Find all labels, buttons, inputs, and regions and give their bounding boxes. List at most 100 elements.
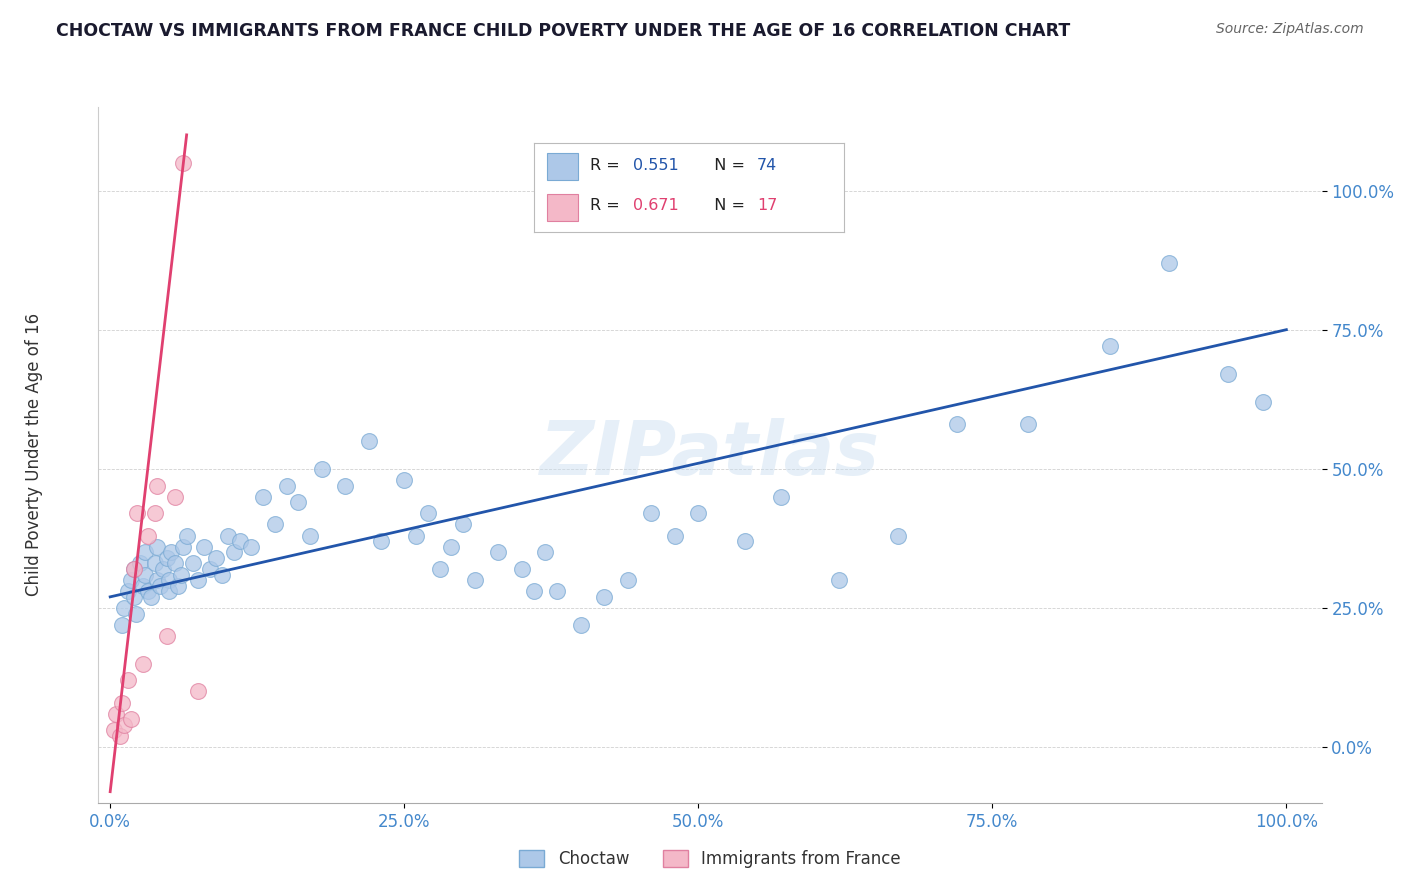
Point — [193, 540, 215, 554]
Legend: Choctaw, Immigrants from France: Choctaw, Immigrants from France — [513, 843, 907, 874]
Point — [311, 462, 333, 476]
Point — [828, 573, 851, 587]
Text: R =: R = — [591, 158, 624, 172]
Point — [117, 673, 139, 688]
Point — [105, 706, 128, 721]
Point — [170, 567, 193, 582]
Point — [451, 517, 474, 532]
Point — [616, 573, 638, 587]
Point — [357, 434, 380, 448]
Point — [146, 478, 169, 492]
Point — [111, 696, 134, 710]
Point — [146, 573, 169, 587]
Point — [405, 528, 427, 542]
Point — [112, 718, 135, 732]
Point — [172, 155, 194, 169]
Point — [1098, 339, 1121, 353]
Point — [276, 478, 298, 492]
Point — [136, 584, 159, 599]
Point — [160, 545, 183, 559]
Point — [769, 490, 792, 504]
Point — [523, 584, 546, 599]
Text: ZIPatlas: ZIPatlas — [540, 418, 880, 491]
Point — [132, 657, 155, 671]
Point — [134, 545, 156, 559]
Point — [252, 490, 274, 504]
Point — [187, 684, 209, 698]
Point — [152, 562, 174, 576]
Point — [136, 528, 159, 542]
Point — [228, 534, 250, 549]
Point — [146, 540, 169, 554]
Point — [664, 528, 686, 542]
Point — [534, 545, 557, 559]
Point — [122, 562, 145, 576]
Point — [205, 550, 228, 565]
Point — [132, 579, 155, 593]
Text: 0.551: 0.551 — [633, 158, 679, 172]
Point — [103, 723, 125, 738]
Point — [946, 417, 969, 432]
FancyBboxPatch shape — [547, 153, 578, 180]
Point — [108, 729, 131, 743]
Text: 0.671: 0.671 — [633, 198, 679, 212]
Point — [181, 557, 204, 571]
Point — [143, 507, 166, 521]
Point — [122, 562, 145, 576]
Text: N =: N = — [704, 198, 751, 212]
Point — [211, 567, 233, 582]
Point — [217, 528, 239, 542]
Point — [120, 573, 142, 587]
Point — [222, 545, 245, 559]
Point — [187, 573, 209, 587]
Point — [240, 540, 263, 554]
Point — [1017, 417, 1039, 432]
Point — [263, 517, 285, 532]
Point — [688, 507, 710, 521]
Point — [134, 567, 156, 582]
Point — [156, 550, 179, 565]
Point — [128, 557, 150, 571]
Point — [1216, 368, 1239, 382]
Point — [198, 562, 221, 576]
Text: Source: ZipAtlas.com: Source: ZipAtlas.com — [1216, 22, 1364, 37]
Y-axis label: Child Poverty Under the Age of 16: Child Poverty Under the Age of 16 — [25, 313, 42, 597]
Point — [163, 557, 186, 571]
Point — [112, 601, 135, 615]
Point — [335, 478, 357, 492]
Point — [120, 712, 142, 726]
Point — [156, 629, 179, 643]
Point — [486, 545, 509, 559]
Point — [287, 495, 309, 509]
Point — [176, 528, 198, 542]
Point — [887, 528, 910, 542]
Point — [125, 607, 148, 621]
Point — [510, 562, 533, 576]
Point — [127, 507, 149, 521]
Point — [593, 590, 616, 604]
Point — [122, 590, 145, 604]
Point — [1251, 395, 1274, 409]
Point — [546, 584, 568, 599]
Point — [157, 573, 180, 587]
Text: N =: N = — [704, 158, 751, 172]
Point — [370, 534, 392, 549]
Point — [141, 590, 163, 604]
Text: CHOCTAW VS IMMIGRANTS FROM FRANCE CHILD POVERTY UNDER THE AGE OF 16 CORRELATION : CHOCTAW VS IMMIGRANTS FROM FRANCE CHILD … — [56, 22, 1070, 40]
Point — [157, 584, 180, 599]
Point — [117, 584, 139, 599]
Point — [167, 579, 190, 593]
Point — [149, 579, 172, 593]
Point — [394, 473, 416, 487]
Point — [429, 562, 451, 576]
Point — [143, 557, 166, 571]
Point — [299, 528, 322, 542]
Point — [464, 573, 486, 587]
Point — [111, 617, 134, 632]
Point — [569, 617, 592, 632]
Point — [734, 534, 756, 549]
Text: 17: 17 — [756, 198, 778, 212]
Text: R =: R = — [591, 198, 624, 212]
Point — [640, 507, 662, 521]
Point — [172, 540, 194, 554]
